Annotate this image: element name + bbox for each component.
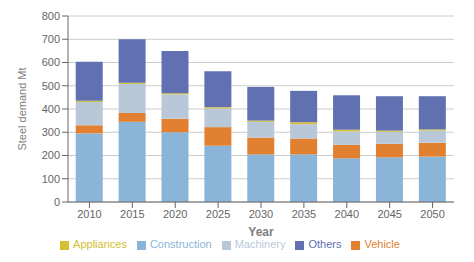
svg-text:2035: 2035 <box>292 208 316 220</box>
svg-text:2015: 2015 <box>120 208 144 220</box>
svg-text:600: 600 <box>42 56 60 68</box>
svg-text:Year: Year <box>248 225 274 239</box>
svg-text:2010: 2010 <box>77 208 101 220</box>
html-text:Machinery: Machinery <box>234 238 286 250</box>
svg-text:0: 0 <box>54 196 60 208</box>
html-text:Others: Others <box>308 238 342 250</box>
html-text:Vehicle: Vehicle <box>364 238 400 250</box>
html-text:Construction: Construction <box>149 238 212 250</box>
svg-text:200: 200 <box>42 149 60 161</box>
svg-text:700: 700 <box>42 33 60 45</box>
svg-text:100: 100 <box>42 173 60 185</box>
svg-text:2045: 2045 <box>377 208 401 220</box>
svg-text:300: 300 <box>42 126 60 138</box>
svg-text:2050: 2050 <box>420 208 444 220</box>
svg-text:2020: 2020 <box>163 208 187 220</box>
html-text:Appliances: Appliances <box>73 238 127 250</box>
svg-text:2025: 2025 <box>206 208 230 220</box>
svg-text:2040: 2040 <box>335 208 359 220</box>
svg-text:Steel demand Mt: Steel demand Mt <box>16 67 28 150</box>
svg-text:800: 800 <box>42 10 60 22</box>
svg-text:500: 500 <box>42 80 60 92</box>
svg-text:2030: 2030 <box>249 208 273 220</box>
svg-text:400: 400 <box>42 103 60 115</box>
